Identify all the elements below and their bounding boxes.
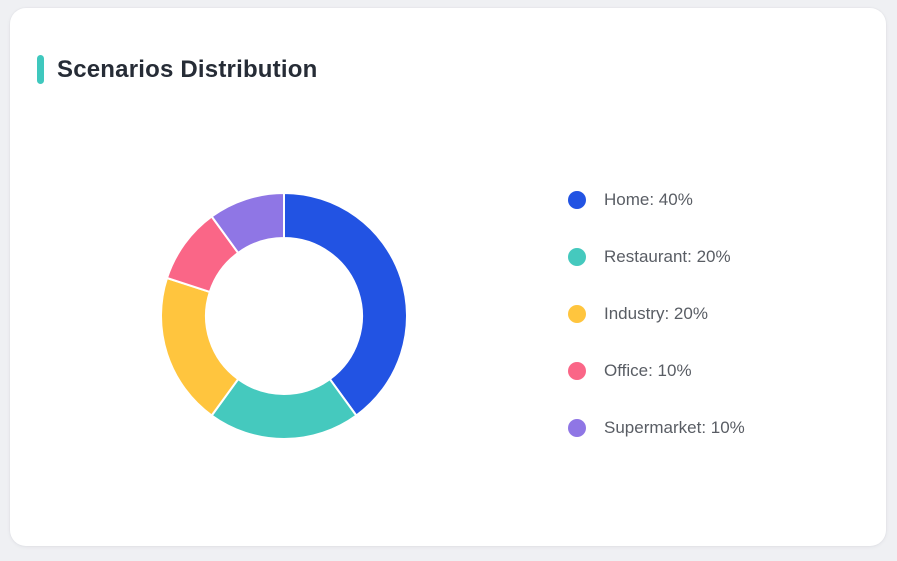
- card-header: Scenarios Distribution: [37, 55, 317, 84]
- pie-segment-supermarket[interactable]: [210, 192, 285, 254]
- legend-item-supermarket[interactable]: Supermarket: 10%: [568, 418, 745, 438]
- page-title: Scenarios Distribution: [57, 55, 318, 83]
- legend-dot-industry: [568, 305, 586, 323]
- legend-label: Industry: 20%: [604, 304, 708, 323]
- legend-label: Supermarket: 10%: [604, 418, 745, 437]
- pie-segment-restaurant[interactable]: [210, 378, 358, 440]
- pie-segment-industry[interactable]: [160, 276, 240, 417]
- legend-label: Restaurant: 20%: [604, 247, 731, 266]
- donut-chart: [160, 192, 408, 440]
- legend-dot-supermarket: [568, 419, 586, 437]
- title-accent-bar: [37, 55, 44, 84]
- legend-dot-restaurant: [568, 248, 586, 266]
- pie-segment-home[interactable]: [283, 192, 408, 417]
- legend-item-industry[interactable]: Industry: 20%: [568, 304, 745, 324]
- legend-label: Office: 10%: [604, 361, 692, 380]
- legend-dot-office: [568, 362, 586, 380]
- legend-item-home[interactable]: Home: 40%: [568, 190, 745, 210]
- legend-item-office[interactable]: Office: 10%: [568, 361, 745, 381]
- chart-legend: Home: 40% Restaurant: 20% Industry: 20% Off…: [568, 190, 745, 438]
- scenarios-distribution-card: Scenarios Distribution Home: 40% Restaura…: [10, 8, 886, 546]
- legend-label: Home: 40%: [604, 190, 693, 209]
- legend-item-restaurant[interactable]: Restaurant: 20%: [568, 247, 745, 267]
- legend-dot-home: [568, 191, 586, 209]
